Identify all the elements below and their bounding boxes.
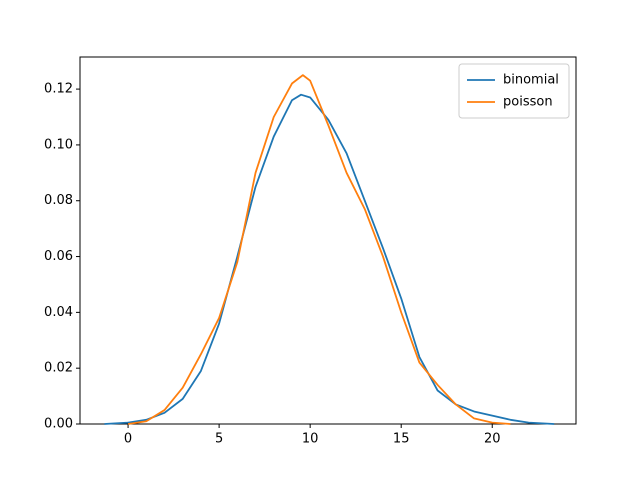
x-tick-label: 5 — [215, 432, 223, 447]
axes-frame — [79, 56, 577, 425]
y-tick-label: 0.12 — [44, 82, 73, 97]
y-tick-label: 0.00 — [44, 417, 73, 432]
x-tick-label: 0 — [124, 432, 132, 447]
legend-label: poisson — [503, 95, 553, 110]
legend-box — [458, 63, 570, 119]
y-tick-label: 0.06 — [44, 249, 73, 264]
y-tick-label: 0.08 — [44, 193, 73, 208]
line-series — [104, 93, 555, 425]
y-tick-label: 0.10 — [44, 137, 73, 152]
legend-label: binomial — [503, 73, 559, 88]
x-tick-label: 15 — [393, 432, 410, 447]
y-tick-label: 0.04 — [44, 305, 73, 320]
x-tick-label: 10 — [302, 432, 319, 447]
line-series — [127, 74, 511, 425]
y-tick-label: 0.02 — [44, 361, 73, 376]
x-tick-label: 20 — [484, 432, 501, 447]
